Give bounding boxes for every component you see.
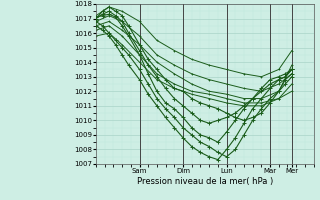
X-axis label: Pression niveau de la mer( hPa ): Pression niveau de la mer( hPa )	[137, 177, 273, 186]
